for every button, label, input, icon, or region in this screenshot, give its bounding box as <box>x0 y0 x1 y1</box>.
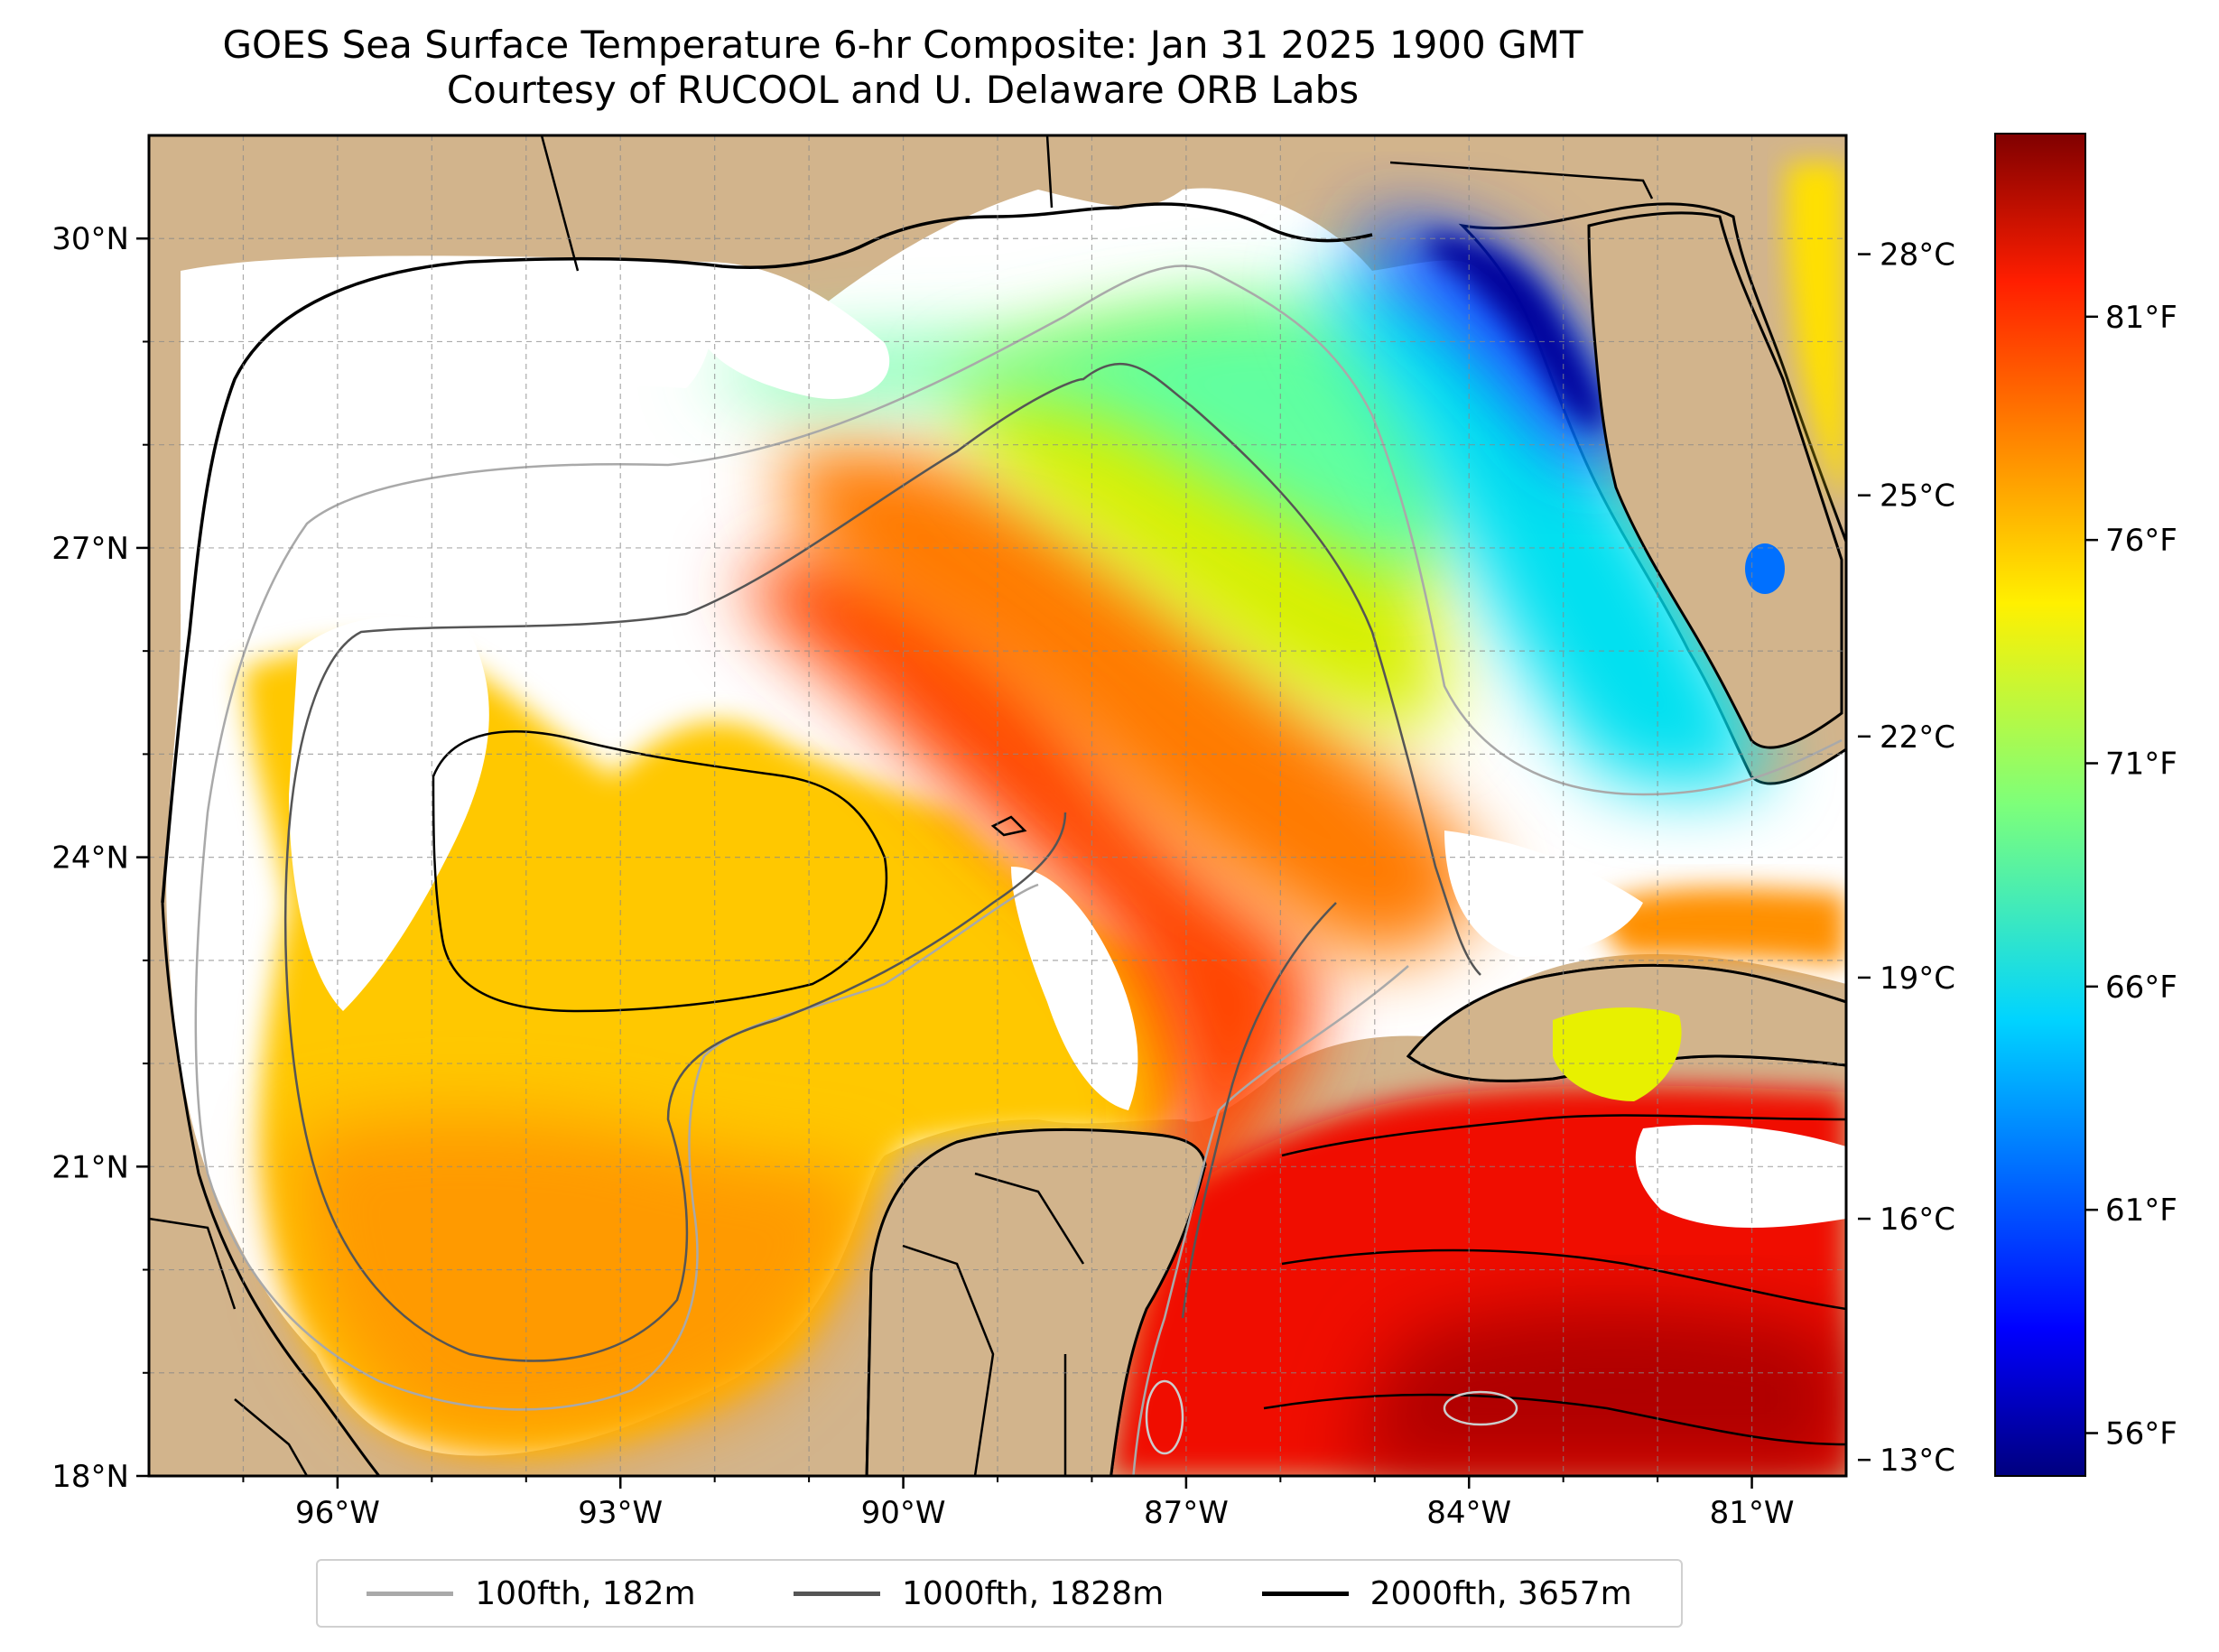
cloud-gap-campeche-edge <box>1011 867 1138 1110</box>
map-subtitle: Courtesy of RUCOOL and U. Delaware ORB L… <box>446 68 1360 112</box>
celsius-tick-label: 19°C <box>1880 961 1955 997</box>
lon-tick-label: 87°W <box>1144 1495 1229 1531</box>
contour-2000fth-small-1 <box>990 815 1027 837</box>
celsius-tick-label: 16°C <box>1880 1202 1955 1238</box>
isle-of-youth-patch <box>1553 1007 1682 1101</box>
sst-field-northeast-green <box>704 298 1452 578</box>
lat-tick-label: 18°N <box>51 1459 129 1495</box>
lat-tick-label: 24°N <box>51 840 129 877</box>
yucatan-land <box>865 1128 1207 1476</box>
celsius-tick-label: 28°C <box>1880 237 1955 274</box>
fahrenheit-tick-label: 61°F <box>2105 1193 2177 1229</box>
fahrenheit-tick-label: 66°F <box>2105 970 2177 1006</box>
celsius-tick-label: 22°C <box>1880 719 1955 756</box>
cloud-gap-west-shelf <box>181 255 714 640</box>
graticule <box>149 135 1846 1476</box>
lon-tick-label: 84°W <box>1426 1495 1511 1531</box>
contour-caribbean-closed <box>1443 1390 1518 1426</box>
legend-line-100fth <box>367 1591 454 1596</box>
lake-okeechobee <box>1745 543 1785 594</box>
mexico-coastline <box>161 902 381 1476</box>
fahrenheit-tick-label: 71°F <box>2105 746 2177 782</box>
florida-land <box>1587 211 1843 749</box>
us-gulf-coastline <box>161 202 1373 904</box>
colorbar-fahrenheit-axis: 81°F 76°F 71°F 66°F 61°F 56°F <box>2085 300 2177 1452</box>
contour-2000fth <box>432 730 1846 1446</box>
legend-item-2000fth: 2000fth, 3657m <box>1261 1574 1632 1612</box>
cloud-gap-straits <box>1444 831 1643 957</box>
longitude-axis: 96°W 93°W 90°W 87°W 84°W 81°W <box>242 1476 1795 1531</box>
fahrenheit-tick-label: 56°F <box>2105 1416 2177 1452</box>
sst-field-shelf-cyan <box>1318 269 1769 790</box>
legend-label-2000fth: 2000fth, 3657m <box>1369 1574 1632 1612</box>
lat-tick-label: 21°N <box>51 1149 129 1185</box>
map-title: GOES Sea Surface Temperature 6-hr Compos… <box>222 23 1583 67</box>
sst-field-central-orange <box>776 444 1490 959</box>
us-state-border <box>540 135 1654 272</box>
lon-tick-label: 96°W <box>295 1495 380 1531</box>
mexico-state-borders <box>149 1172 1085 1476</box>
lat-tick-label: 27°N <box>51 531 129 567</box>
contour-caribbean-closed-2 <box>1145 1379 1184 1455</box>
legend-item-1000fth: 1000fth, 1828m <box>793 1574 1165 1612</box>
legend-label-100fth: 100fth, 182m <box>475 1574 696 1612</box>
sst-field-coastal-darkblue <box>1426 235 1607 427</box>
legend-label-1000fth: 1000fth, 1828m <box>901 1574 1165 1612</box>
colorbar <box>1994 133 2086 1477</box>
cloud-gap-central-west <box>289 616 489 1011</box>
lon-tick-label: 81°W <box>1710 1495 1795 1531</box>
legend-item-100fth: 100fth, 182m <box>367 1574 696 1612</box>
latitude-axis: 30°N 27°N 24°N 21°N 18°N <box>51 221 149 1495</box>
celsius-tick-label: 25°C <box>1880 478 1955 515</box>
sst-field-keys-orange <box>1603 887 1846 966</box>
lon-tick-label: 90°W <box>861 1495 946 1531</box>
contour-legend: 100fth, 182m 1000fth, 1828m 2000fth, 365… <box>316 1559 1683 1628</box>
fahrenheit-tick-label: 81°F <box>2105 300 2177 336</box>
cloud-gap-la-shelf <box>704 262 890 399</box>
sst-field-atlantic-yellow <box>1786 162 1846 506</box>
cloud-gap-caribbean <box>1635 1125 1846 1228</box>
legend-line-1000fth <box>793 1591 880 1596</box>
contour-1000fth <box>284 362 1481 1362</box>
sst-field-west-orange <box>289 1116 867 1447</box>
celsius-tick-label: 13°C <box>1880 1443 1955 1479</box>
colorbar-celsius-axis: 28°C 25°C 22°C 19°C 16°C 13°C <box>1858 237 1955 1479</box>
fahrenheit-tick-label: 76°F <box>2105 523 2177 559</box>
contour-100fth <box>194 265 1843 1476</box>
lat-tick-label: 30°N <box>51 221 129 257</box>
lon-tick-label: 93°W <box>578 1495 663 1531</box>
legend-line-2000fth <box>1261 1591 1349 1596</box>
sst-field-caribbean-darkred <box>1354 1305 1846 1476</box>
